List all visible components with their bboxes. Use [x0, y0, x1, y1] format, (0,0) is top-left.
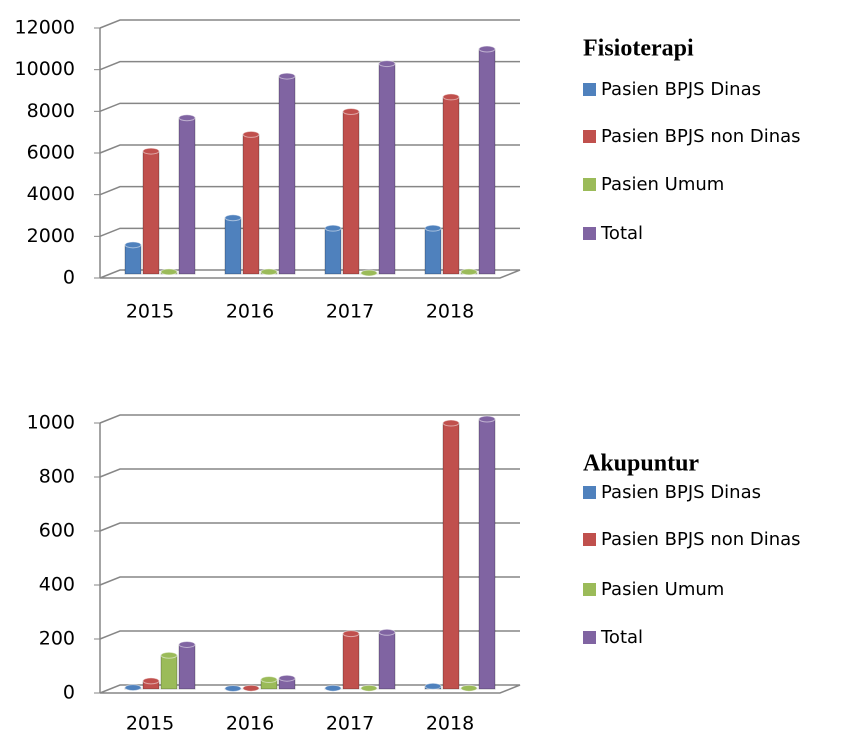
bar-top	[442, 93, 460, 101]
bar	[442, 96, 460, 275]
bar-top	[378, 628, 396, 636]
y-tick-label: 800	[39, 466, 75, 488]
bar	[342, 633, 360, 690]
legend-label: Pasien BPJS non Dinas	[601, 126, 801, 147]
bar-top	[260, 268, 278, 276]
bar-top	[160, 651, 178, 659]
grid-line	[99, 468, 520, 478]
bar	[442, 422, 460, 690]
bar-top	[224, 214, 242, 222]
bar-top	[160, 268, 178, 276]
legend-label: Pasien BPJS Dinas	[601, 79, 761, 100]
bar	[478, 48, 496, 275]
bar-top	[242, 684, 260, 692]
x-tick-label: 2017	[326, 301, 374, 323]
grid-line	[99, 60, 520, 71]
y-tick-label: 400	[39, 574, 75, 596]
grid-line	[99, 19, 520, 29]
bar	[324, 227, 342, 275]
bar-top	[460, 684, 478, 692]
legend-swatch	[583, 583, 596, 596]
y-tick-label: 0	[63, 267, 75, 289]
bar-top	[424, 682, 442, 690]
grid-line	[99, 576, 520, 586]
bar-top	[342, 630, 360, 638]
bar-top	[324, 224, 342, 232]
legend-swatch	[583, 130, 596, 143]
bar-top	[142, 147, 160, 155]
y-tick-label: 1000	[27, 412, 75, 434]
bar-top	[142, 677, 160, 685]
x-tick-label: 2018	[426, 713, 474, 735]
y-tick-label: 10000	[15, 58, 75, 80]
grid-line	[99, 522, 520, 532]
y-tick-label: 2000	[27, 225, 75, 247]
x-tick-label: 2016	[226, 713, 274, 735]
legend-title: Akupuntur	[583, 451, 699, 477]
y-tick-label: 4000	[27, 183, 75, 205]
bar-top	[242, 130, 260, 138]
bar-top	[178, 114, 196, 122]
legend-swatch	[583, 178, 596, 191]
grid-line	[99, 269, 521, 279]
bar-top	[478, 45, 496, 53]
bar	[378, 631, 396, 690]
bar	[278, 75, 296, 275]
legend-label: Pasien Umum	[601, 579, 724, 600]
bar	[124, 244, 142, 275]
x-tick-label: 2018	[426, 301, 474, 323]
grid-line	[99, 684, 521, 694]
legend-swatch	[583, 83, 596, 96]
x-tick-label: 2016	[226, 301, 274, 323]
bar-top	[324, 684, 342, 692]
y-tick-label: 200	[39, 628, 75, 650]
legend-title: Fisioterapi	[583, 36, 694, 62]
x-tick-label: 2015	[126, 713, 174, 735]
bar-top	[124, 684, 142, 692]
legend-swatch	[583, 486, 596, 499]
legend-label: Pasien Umum	[601, 174, 724, 195]
bar	[342, 111, 360, 275]
x-tick-label: 2015	[126, 301, 174, 323]
bar-top	[478, 415, 496, 423]
legend-label: Pasien BPJS non Dinas	[601, 529, 801, 550]
bar-top	[424, 224, 442, 232]
grid-line	[99, 414, 520, 424]
legend-label: Pasien BPJS Dinas	[601, 482, 761, 503]
bar-top	[224, 684, 242, 692]
bar-top	[360, 269, 378, 277]
legend-swatch	[583, 227, 596, 240]
x-tick-label: 2017	[326, 713, 374, 735]
legend-swatch	[583, 631, 596, 644]
y-tick-label: 8000	[27, 100, 75, 122]
bar-top	[278, 72, 296, 80]
bar	[178, 643, 196, 690]
bar-top	[124, 241, 142, 249]
y-tick-label: 12000	[15, 17, 75, 39]
y-tick-label: 6000	[27, 142, 75, 164]
bar-top	[442, 419, 460, 427]
bar	[242, 133, 260, 275]
bar-top	[460, 268, 478, 276]
bar-top	[260, 676, 278, 684]
bar	[178, 117, 196, 275]
legend-label: Total	[600, 223, 643, 244]
y-tick-label: 600	[39, 520, 75, 542]
bar-top	[342, 108, 360, 115]
bar-top	[360, 684, 378, 692]
legend-label: Total	[600, 627, 643, 648]
bar	[424, 227, 442, 275]
bar-top	[178, 640, 196, 648]
bar	[478, 418, 496, 690]
bar	[224, 217, 242, 275]
bar-top	[378, 60, 396, 68]
bar-top	[278, 674, 296, 682]
legend-swatch	[583, 533, 596, 546]
bar	[378, 63, 396, 275]
y-tick-label: 0	[63, 682, 75, 704]
bar	[142, 150, 160, 275]
bar	[160, 654, 178, 690]
